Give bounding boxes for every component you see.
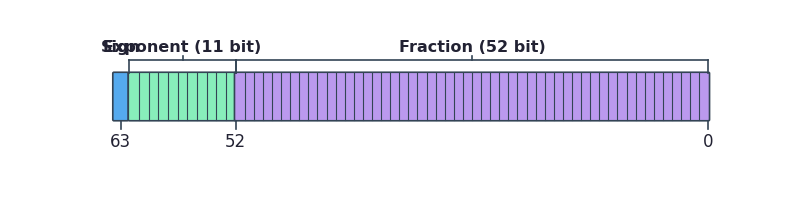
FancyBboxPatch shape <box>128 73 237 121</box>
FancyBboxPatch shape <box>113 73 128 121</box>
Text: Exponent (11 bit): Exponent (11 bit) <box>103 40 262 55</box>
FancyBboxPatch shape <box>234 73 710 121</box>
Text: Sign: Sign <box>101 40 141 55</box>
Text: 0: 0 <box>703 132 714 150</box>
Text: 63: 63 <box>110 132 131 150</box>
Text: 52: 52 <box>225 132 246 150</box>
Text: Fraction (52 bit): Fraction (52 bit) <box>398 40 546 55</box>
